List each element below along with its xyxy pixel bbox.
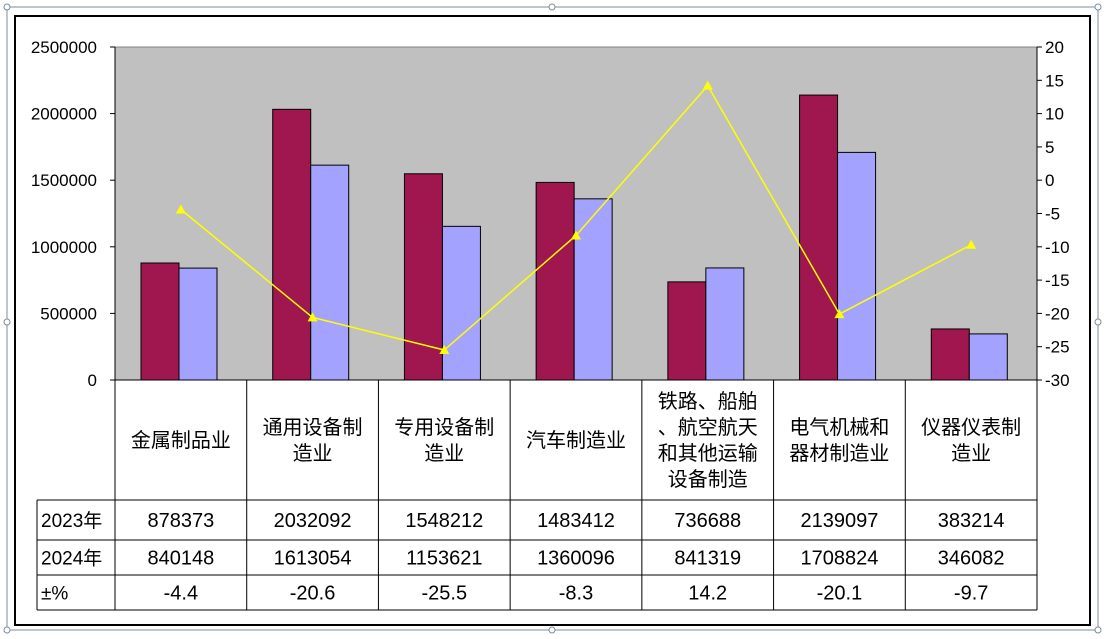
table-cell-value: 841319 — [674, 548, 741, 570]
right-axis-tick-label: 20 — [1045, 38, 1064, 57]
bar-2024年 — [705, 267, 745, 381]
table-cell-value: 736688 — [674, 510, 741, 532]
right-axis-tick-label: 10 — [1045, 105, 1064, 124]
table-cell-value: 2139097 — [800, 510, 878, 532]
resize-handle — [3, 318, 11, 326]
table-cell-value: 1548212 — [405, 510, 483, 532]
resize-handle — [3, 626, 11, 634]
category-label: 专用设备制 — [394, 416, 494, 439]
table-cell-value: 346082 — [938, 548, 1005, 570]
line-marker — [834, 309, 845, 319]
table-cell-value: 1360096 — [537, 548, 615, 570]
category-label: 汽车制造业 — [526, 429, 626, 452]
right-axis-tick-label: 5 — [1045, 138, 1054, 157]
bar-2023年 — [535, 181, 575, 381]
category-label: 金属制品业 — [131, 429, 231, 452]
table-cell-value: -8.3 — [559, 583, 593, 605]
table-cell-value: 1613054 — [274, 548, 352, 570]
left-axis-tick-label: 1000000 — [31, 238, 97, 257]
bar-2024年 — [573, 198, 613, 381]
table-cell-value: 1708824 — [800, 548, 878, 570]
bar-2023年 — [403, 173, 443, 381]
resize-handle — [1094, 318, 1102, 326]
line-marker — [571, 230, 581, 240]
category-label: 造业 — [951, 442, 991, 465]
table-cell-value: 14.2 — [688, 583, 727, 605]
legend-key-label: ±% — [41, 584, 68, 605]
bar-2023年 — [272, 108, 312, 381]
table-cell-value: 878373 — [147, 510, 214, 532]
right-axis-tick-label: -25 — [1045, 338, 1070, 357]
right-axis-tick-label: -10 — [1045, 238, 1070, 257]
left-axis-tick-label: 1500000 — [31, 171, 97, 190]
bar-2023年 — [140, 262, 180, 381]
bar-2023年 — [667, 281, 707, 381]
bar-2024年 — [441, 225, 481, 381]
table-cell-value: 383214 — [938, 510, 1005, 532]
bar-2024年 — [968, 333, 1008, 381]
resize-handle — [3, 3, 11, 11]
table-cell-value: -20.1 — [817, 583, 863, 605]
category-label: 器材制造业 — [789, 442, 889, 465]
category-label: 造业 — [424, 442, 464, 465]
category-label: 、航空航天 — [658, 416, 758, 439]
bar-2024年 — [178, 267, 218, 381]
category-label: 造业 — [293, 442, 333, 465]
right-axis-tick-label: -30 — [1045, 371, 1070, 390]
line-marker — [439, 345, 450, 355]
table-cell-value: 2032092 — [274, 510, 352, 532]
resize-handle — [1094, 626, 1102, 634]
resize-handle — [548, 626, 556, 634]
category-label: 设备制造 — [668, 468, 748, 491]
resize-handle — [1094, 3, 1102, 11]
left-axis-tick-label: 2000000 — [31, 105, 97, 124]
line-marker — [307, 312, 318, 322]
right-axis-tick-label: 15 — [1045, 71, 1064, 90]
right-axis-tick-label: -15 — [1045, 271, 1070, 290]
left-axis-tick-label: 500000 — [40, 304, 97, 323]
table-cell-value: -20.6 — [290, 583, 336, 605]
right-axis-tick-label: 0 — [1045, 171, 1054, 190]
category-label: 通用设备制 — [263, 416, 363, 439]
table-cell-value: 1483412 — [537, 510, 615, 532]
line-marker — [966, 239, 977, 249]
bar-2023年 — [799, 94, 839, 381]
table-cell-value: 840148 — [147, 548, 214, 570]
resize-handle — [548, 3, 556, 11]
left-axis-tick-label: 2500000 — [31, 38, 97, 57]
legend-key-label: 2024年 — [41, 548, 102, 570]
category-label: 仪器仪表制 — [921, 416, 1021, 439]
bar-2023年 — [930, 328, 970, 381]
category-label: 电气机械和 — [789, 416, 889, 439]
legend-key-label: 2023年 — [41, 510, 102, 532]
table-cell-value: -9.7 — [954, 583, 988, 605]
left-axis-tick-label: 0 — [88, 371, 97, 390]
table-cell-value: 1153621 — [406, 548, 482, 570]
table-cell-value: -4.4 — [164, 583, 198, 605]
line-marker — [702, 80, 713, 90]
right-axis-tick-label: -20 — [1045, 304, 1070, 323]
bar-2024年 — [310, 164, 350, 381]
category-label: 铁路、船舶 — [658, 390, 758, 413]
right-axis-tick-label: -5 — [1045, 205, 1060, 224]
category-label: 和其他运输 — [658, 442, 758, 465]
line-marker — [175, 204, 186, 214]
table-cell-value: -25.5 — [421, 583, 467, 605]
bar-2024年 — [837, 151, 877, 381]
